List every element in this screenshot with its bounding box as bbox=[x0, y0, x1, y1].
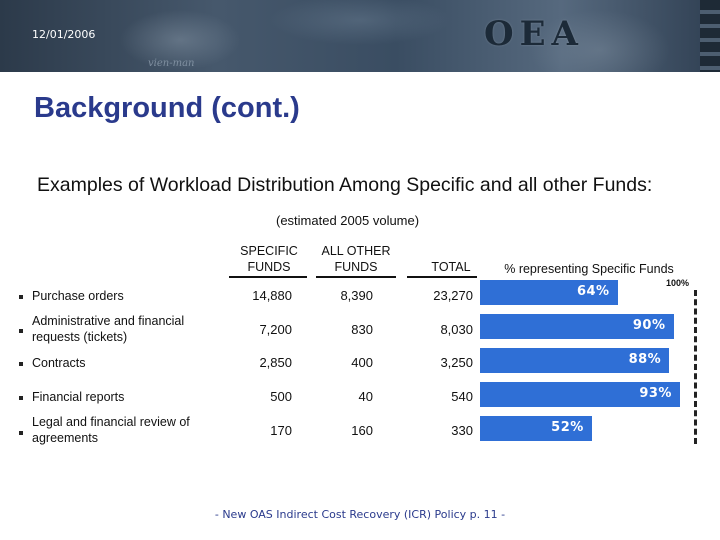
cell-specific: 7,200 bbox=[259, 322, 292, 337]
header-banner: 12/01/2006 vien-man OEA bbox=[0, 0, 720, 72]
cell-other: 8,390 bbox=[340, 288, 373, 303]
mural-signature: vien-man bbox=[148, 58, 195, 69]
hundred-percent-line bbox=[694, 290, 697, 444]
row-bullet bbox=[19, 295, 23, 299]
slide-footer: - New OAS Indirect Cost Recovery (ICR) P… bbox=[214, 508, 506, 521]
bar-percent-label: 52% bbox=[551, 420, 584, 435]
bar-administrative-requests: 90% bbox=[480, 314, 674, 339]
header-mural-image bbox=[0, 0, 720, 72]
bar-percent-label: 88% bbox=[628, 352, 662, 367]
column-header-total: TOTAL bbox=[431, 260, 471, 274]
bar-percent-label: 93% bbox=[639, 386, 672, 401]
cell-total: 3,250 bbox=[440, 355, 473, 370]
section-subheading: (estimated 2005 volume) bbox=[276, 213, 420, 228]
column-header-all-other-funds: ALL OTHER FUNDS bbox=[321, 244, 391, 274]
row-bullet bbox=[19, 329, 23, 333]
bar-financial-reports: 93% bbox=[480, 382, 680, 407]
cell-other: 830 bbox=[351, 322, 373, 337]
section-heading: Examples of Workload Distribution Among … bbox=[37, 174, 653, 196]
cell-total: 23,270 bbox=[433, 288, 473, 303]
slide-date: 12/01/2006 bbox=[32, 28, 96, 41]
row-label-administrative-requests: Administrative and financial requests (t… bbox=[32, 314, 185, 344]
row-bullet bbox=[19, 396, 23, 400]
cell-total: 8,030 bbox=[440, 322, 473, 337]
oea-logo: OEA bbox=[484, 14, 584, 54]
bar-legal-review: 52% bbox=[480, 416, 592, 441]
cell-total: 540 bbox=[451, 389, 473, 404]
slide-title: Background (cont.) bbox=[34, 92, 300, 124]
cell-other: 40 bbox=[358, 389, 373, 404]
row-label-legal-review: Legal and financial review of agreements bbox=[32, 415, 190, 445]
cell-specific: 500 bbox=[270, 389, 292, 404]
bar-percent-label: 90% bbox=[632, 318, 666, 333]
cell-other: 400 bbox=[351, 355, 373, 370]
header-rule-specific bbox=[229, 276, 307, 278]
header-rule-total bbox=[407, 276, 477, 278]
bar-percent-label: 64% bbox=[576, 284, 610, 299]
row-label-purchase-orders: Purchase orders bbox=[32, 289, 124, 303]
header-rule-other bbox=[316, 276, 396, 278]
column-header-percent-specific: % representing Specific Funds bbox=[504, 262, 674, 276]
cell-specific: 14,880 bbox=[252, 288, 292, 303]
row-bullet bbox=[19, 362, 23, 366]
cell-total: 330 bbox=[451, 423, 473, 438]
row-label-contracts: Contracts bbox=[32, 356, 86, 370]
max-percent-label: 100% bbox=[666, 278, 690, 288]
row-bullet bbox=[19, 431, 23, 435]
cell-other: 160 bbox=[351, 423, 373, 438]
column-header-specific-funds: SPECIFIC FUNDS bbox=[240, 244, 298, 274]
row-label-financial-reports: Financial reports bbox=[32, 390, 125, 404]
cell-specific: 170 bbox=[270, 423, 292, 438]
bar-contracts: 88% bbox=[480, 348, 670, 373]
header-edge-strip bbox=[700, 0, 720, 72]
bar-purchase-orders: 64% bbox=[480, 280, 618, 305]
cell-specific: 2,850 bbox=[259, 355, 292, 370]
